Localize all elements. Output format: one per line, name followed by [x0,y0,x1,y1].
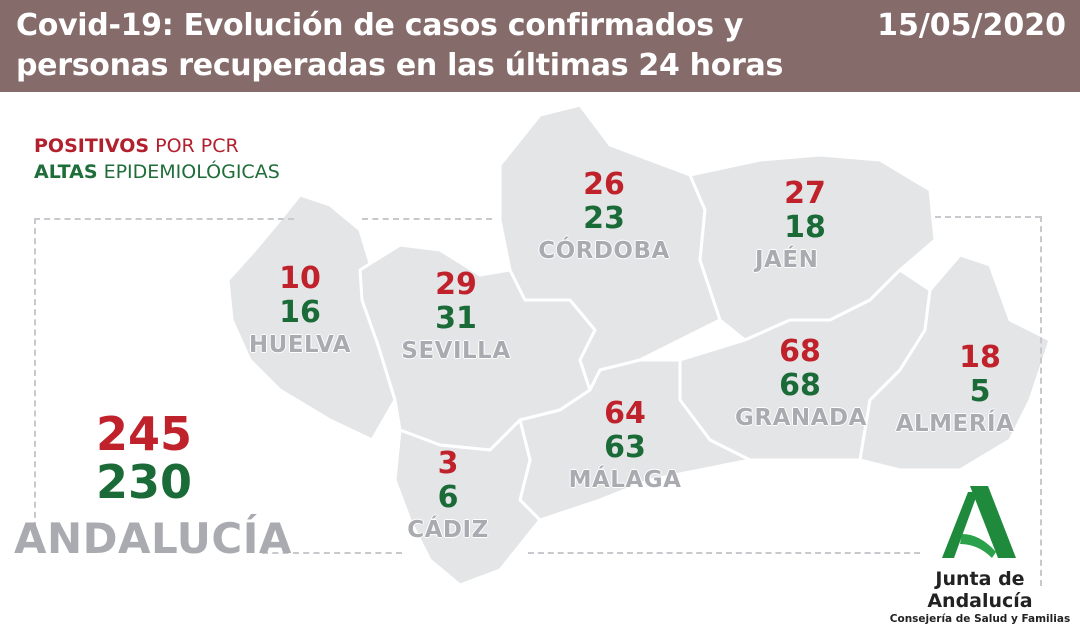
dashed-guide-top-left [34,218,294,220]
altas-count: 63 [604,430,646,465]
andalucia-total: 245 230 [96,410,192,506]
title-line-1: Covid-19: Evolución de casos confirmados… [16,8,744,43]
altas-count: 23 [583,201,625,236]
logo-title: Junta de Andalucía [927,568,1033,612]
province-cadiz: 3 6 CÁDIZ [402,447,522,545]
province-name: SEVILLA [401,338,511,364]
province-name: ALMERÍA [895,411,1015,437]
positivos-count: 18 [959,340,1001,375]
province-name: CÁDIZ [407,517,489,543]
altas-count: 31 [435,301,477,336]
positivos-count: 26 [583,167,625,202]
province-name: HUELVA [248,332,352,358]
province-almeria: 18 5 ALMERÍA [895,341,1015,439]
province-name: CÓRDOBA [538,238,670,264]
province-jaen: 27 18 JAÉN [755,177,855,275]
dashed-guide-top-right [935,216,1041,218]
province-cordoba: 26 23 CÓRDOBA [534,168,674,266]
province-name: GRANADA [735,405,867,431]
province-sevilla: 29 31 SEVILLA [396,268,516,366]
dashed-guide-top-mid [362,218,492,220]
province-name: MÁLAGA [568,467,682,493]
altas-count: 18 [784,210,826,245]
legend-altas: ALTAS EPIDEMIOLÓGICAS [34,161,280,183]
province-granada: 68 68 GRANADA [735,334,867,433]
region-name: ANDALUCÍA [14,514,292,563]
altas-count: 5 [969,374,991,409]
dashed-guide-left [34,218,36,528]
altas-count: 6 [437,480,459,515]
cadiz-shape [393,418,542,587]
map-legend: POSITIVOS POR PCR ALTAS EPIDEMIOLÓGICAS [34,133,280,185]
header-banner: Covid-19: Evolución de casos confirmados… [0,0,1080,92]
altas-count: 68 [779,368,821,403]
page-title: Covid-19: Evolución de casos confirmados… [16,6,783,86]
positivos-count: 27 [784,176,826,211]
positivos-count: 3 [437,446,459,481]
total-positivos: 245 [96,407,193,461]
province-huelva: 10 16 HUELVA [240,262,360,360]
dashed-guide-right [1040,216,1042,586]
positivos-count: 68 [779,334,821,369]
title-line-2: personas recuperadas en las últimas 24 h… [16,48,784,83]
dashed-guide-bottom-right [528,552,920,554]
junta-andalucia-logo: Junta de Andalucía Consejería de Salud y… [880,486,1080,626]
dashed-guide-bottom-left [262,552,402,554]
almeria-shape [858,253,1052,472]
positivos-count: 10 [279,261,321,296]
huelva-shape [226,193,397,442]
logo-subtitle: Consejería de Salud y Familias [889,613,1071,625]
total-altas: 230 [96,455,193,509]
positivos-count: 29 [435,267,477,302]
cordoba-shape [498,103,722,392]
report-date: 15/05/2020 [877,8,1066,43]
andalucia-map [226,103,1052,587]
positivos-count: 64 [604,396,646,431]
junta-andalucia-a-logo-icon [942,486,1016,558]
province-name: JAÉN [755,247,819,273]
province-malaga: 64 63 MÁLAGA [555,397,695,495]
legend-positivos: POSITIVOS POR PCR [34,135,239,157]
altas-count: 16 [279,295,321,330]
